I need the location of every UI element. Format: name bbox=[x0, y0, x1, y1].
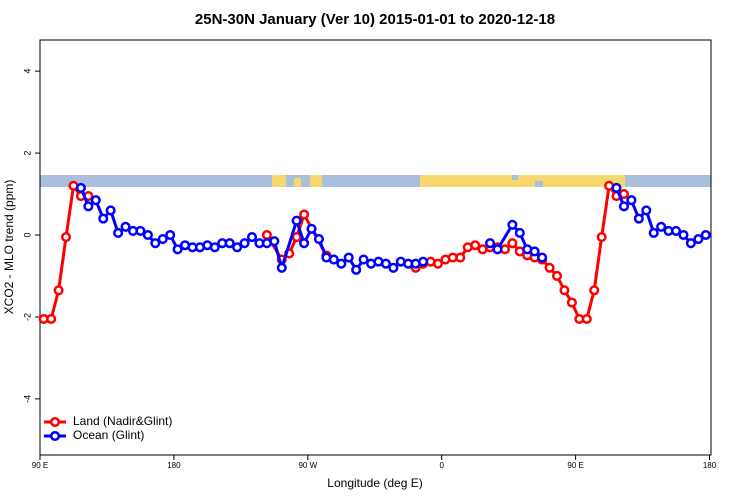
data-point bbox=[626, 195, 637, 206]
data-point bbox=[291, 215, 302, 226]
data-point bbox=[90, 195, 101, 206]
legend-marker bbox=[49, 430, 61, 442]
data-point bbox=[470, 240, 481, 251]
data-point bbox=[589, 285, 600, 296]
legend-marker bbox=[49, 416, 61, 428]
chart-title: 25N-30N January (Ver 10) 2015-01-01 to 2… bbox=[195, 11, 555, 28]
data-point bbox=[336, 258, 347, 269]
x-tick-label: 0 bbox=[439, 461, 444, 470]
data-point bbox=[53, 285, 64, 296]
legend-label: Land (Nadir&Glint) bbox=[73, 414, 172, 428]
data-point bbox=[224, 238, 235, 249]
x-tick-label: 90 W bbox=[298, 461, 317, 470]
data-point bbox=[351, 264, 362, 275]
data-point bbox=[596, 232, 607, 243]
data-point bbox=[566, 297, 577, 308]
data-point bbox=[306, 223, 317, 234]
data-point bbox=[291, 232, 302, 243]
data-point bbox=[693, 234, 704, 245]
data-point bbox=[142, 229, 153, 241]
data-point bbox=[120, 221, 131, 232]
data-point bbox=[380, 258, 391, 269]
land-ocean-strip bbox=[40, 175, 711, 187]
data-point bbox=[299, 209, 310, 220]
data-point bbox=[633, 213, 644, 224]
data-point bbox=[276, 262, 287, 273]
data-point bbox=[135, 225, 146, 236]
data-point bbox=[343, 252, 354, 263]
data-point bbox=[358, 254, 369, 265]
data-point bbox=[485, 238, 496, 249]
data-point bbox=[165, 229, 176, 241]
data-point bbox=[700, 229, 711, 241]
data-point bbox=[261, 229, 272, 241]
data-point bbox=[514, 227, 525, 239]
data-point bbox=[232, 242, 243, 253]
data-point bbox=[157, 234, 168, 245]
data-point bbox=[60, 232, 72, 243]
data-point bbox=[75, 182, 86, 193]
data-point bbox=[648, 227, 659, 239]
data-point bbox=[418, 256, 429, 267]
legend-label: Ocean (Glint) bbox=[73, 428, 144, 442]
data-point bbox=[685, 238, 696, 249]
data-point bbox=[328, 254, 339, 265]
data-point bbox=[83, 201, 94, 212]
series-line bbox=[79, 187, 707, 274]
data-point bbox=[678, 229, 689, 241]
y-tick-label: 2 bbox=[22, 151, 32, 156]
x-tick-label: 90 E bbox=[567, 461, 583, 470]
data-point bbox=[46, 313, 57, 325]
x-tick-label: 90 E bbox=[32, 461, 48, 470]
data-point bbox=[455, 252, 466, 263]
data-point bbox=[581, 313, 592, 325]
data-point bbox=[150, 238, 161, 249]
data-point bbox=[105, 205, 116, 216]
data-point bbox=[98, 213, 109, 224]
data-point bbox=[246, 232, 258, 243]
plot-frame bbox=[39, 39, 712, 456]
data-point bbox=[656, 221, 667, 232]
data-point bbox=[239, 238, 250, 249]
x-tick-label: 180 bbox=[703, 461, 717, 470]
y-axis-label: XCO2 - MLO trend (ppm) bbox=[2, 180, 16, 315]
data-point bbox=[313, 234, 325, 245]
data-point bbox=[618, 201, 630, 212]
data-point bbox=[611, 182, 622, 193]
data-point bbox=[551, 270, 563, 282]
data-point bbox=[507, 238, 518, 249]
data-point bbox=[299, 238, 310, 249]
data-point bbox=[537, 252, 548, 263]
data-point bbox=[641, 205, 652, 216]
y-tick-label: 4 bbox=[22, 69, 32, 74]
x-axis-label: Longitude (deg E) bbox=[327, 476, 422, 490]
data-point bbox=[172, 244, 183, 255]
y-tick-label: 0 bbox=[22, 232, 32, 237]
data-point bbox=[507, 219, 518, 230]
data-point bbox=[269, 236, 280, 247]
data-point bbox=[559, 285, 570, 296]
data-point bbox=[432, 258, 444, 269]
data-point bbox=[544, 262, 555, 273]
y-tick-label: -4 bbox=[22, 395, 32, 403]
data-point bbox=[209, 242, 220, 253]
x-tick-label: 180 bbox=[167, 461, 181, 470]
data-point bbox=[670, 225, 682, 236]
data-point bbox=[529, 246, 540, 257]
data-point bbox=[492, 244, 503, 255]
y-tick-label: -2 bbox=[22, 313, 32, 321]
data-point bbox=[388, 262, 399, 273]
data-point bbox=[113, 227, 124, 239]
